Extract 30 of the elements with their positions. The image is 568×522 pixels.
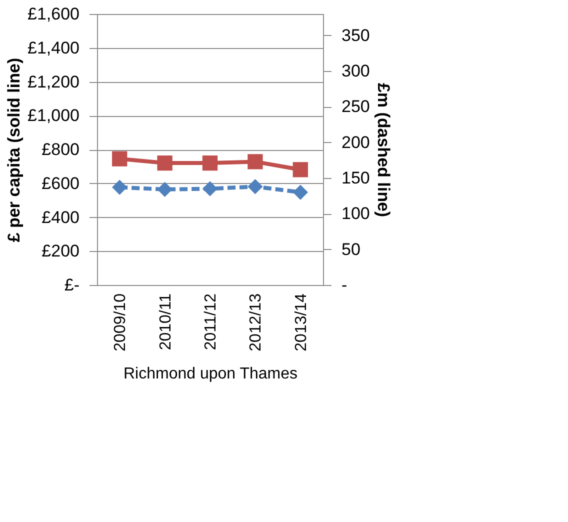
point: [292, 162, 308, 178]
y-tick-label: £600: [42, 174, 80, 193]
y-tick-label: £1,600: [28, 4, 80, 24]
point: [248, 154, 263, 170]
y-tick-label: £800: [42, 140, 80, 159]
x-tick-label: 2012/13: [248, 293, 265, 352]
y2-tick-label: 50: [342, 240, 360, 259]
y-tick-label: £200: [42, 242, 80, 261]
y-tick-label: £1,000: [28, 106, 80, 126]
y2-tick-label: 150: [342, 168, 370, 188]
x-tick-label: 2011/12: [202, 293, 220, 350]
y-tick-label: £1,400: [28, 38, 80, 58]
y2-tick-label: 250: [342, 97, 370, 116]
point: [112, 151, 128, 166]
x-tick-label: 2010/11: [157, 293, 174, 350]
y-tick-label: £-: [64, 276, 80, 294]
y-axis-title: £ per capita (solid line): [4, 58, 24, 242]
y2-tick-label: 300: [342, 62, 370, 81]
x-axis-title: Richmond upon Thames: [123, 365, 298, 382]
x-tick-label: 2009/10: [112, 293, 130, 352]
y2-tick-label: 200: [342, 132, 370, 152]
y2-tick-label: 350: [342, 26, 370, 45]
point: [202, 155, 218, 171]
y-tick-label: £1,200: [28, 72, 80, 92]
point: [157, 155, 172, 171]
y2-tick-label: -: [342, 276, 348, 294]
y-tick-label: £400: [42, 208, 80, 227]
y2-tick-label: 100: [342, 204, 370, 224]
x-tick-label: 2013/14: [292, 293, 310, 352]
y2-axis-title: £m (dashed line): [374, 82, 393, 218]
